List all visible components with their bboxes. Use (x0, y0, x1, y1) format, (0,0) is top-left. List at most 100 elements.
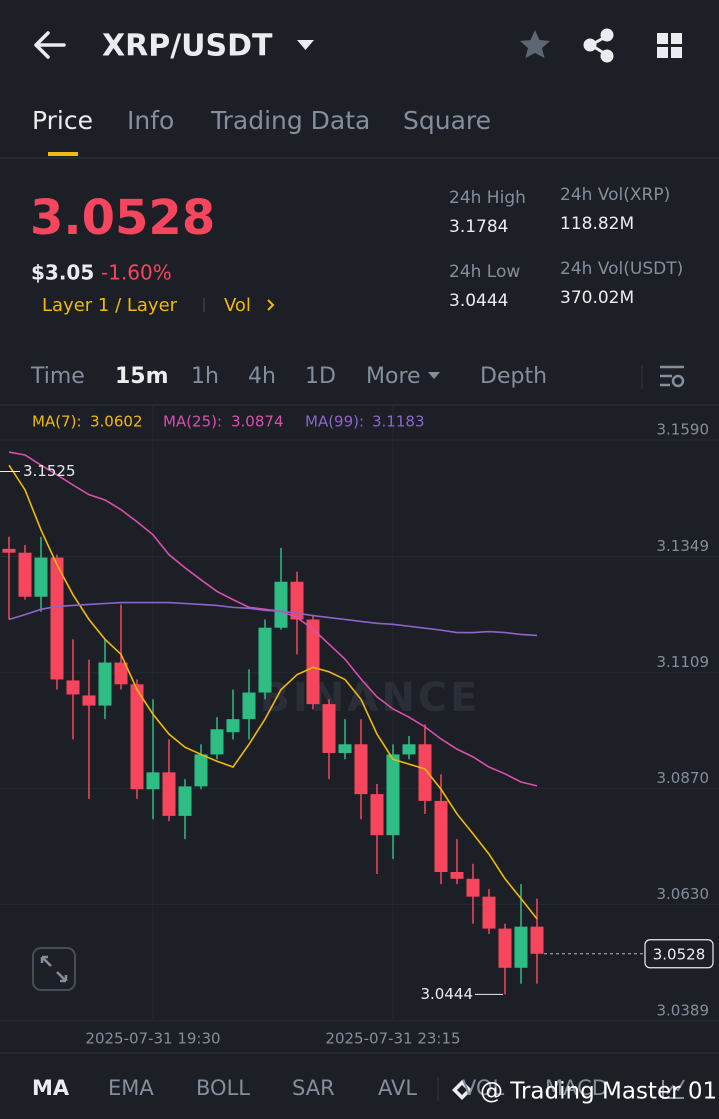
last-price: 3.0528 (30, 190, 215, 246)
tab[interactable]: Trading Data (210, 106, 370, 135)
candle-body (114, 662, 128, 685)
indicator-settings-icon[interactable] (662, 1079, 685, 1099)
candle-body (2, 548, 16, 553)
tab[interactable]: Price (32, 106, 93, 135)
legend-value: 3.1183 (372, 413, 425, 431)
candle-body (514, 926, 528, 968)
share-dot (600, 49, 614, 63)
grid-menu-icon[interactable] (657, 33, 682, 58)
vol-link[interactable]: Vol (224, 295, 251, 316)
interval[interactable]: 4h (248, 364, 276, 389)
high-label: 3.1525 (23, 462, 76, 480)
chart-settings-icon[interactable] (660, 365, 685, 388)
expand-button[interactable] (32, 947, 76, 991)
back-arrow (34, 31, 66, 59)
interval[interactable]: Depth (480, 364, 547, 389)
share-icon[interactable] (583, 28, 614, 63)
stat-value: 118.82M (560, 214, 634, 234)
interval[interactable]: 1h (191, 364, 219, 389)
indicator[interactable]: MA (32, 1076, 70, 1100)
grid-cell (657, 47, 668, 58)
price-change: -1.60% (101, 261, 172, 285)
candle-body (466, 878, 480, 897)
favorite-icon[interactable] (520, 30, 550, 58)
candle-body (178, 786, 192, 816)
indicator[interactable]: AVL (378, 1076, 417, 1100)
share-dot (583, 38, 597, 52)
y-tick-label: 3.0870 (657, 769, 710, 787)
candle-body (146, 772, 160, 790)
expand-box (32, 947, 76, 991)
legend-label: MA(99): (305, 413, 364, 431)
legend-label: MA(7): (32, 413, 82, 431)
y-tick-label: 3.0630 (657, 885, 710, 903)
stat-label: 24h Vol(XRP) (560, 185, 670, 205)
candle-body (162, 772, 176, 816)
candle-body (258, 627, 272, 693)
more-dropdown[interactable] (428, 372, 440, 379)
legend-label: MA(25): (163, 413, 222, 431)
ma-line (8, 601, 538, 637)
tab[interactable]: Square (403, 106, 491, 135)
stat-value: 370.02M (560, 288, 634, 308)
indicator[interactable]: VOL (462, 1076, 505, 1100)
interval[interactable]: 1D (305, 364, 336, 389)
indicator[interactable]: SAR (292, 1076, 335, 1100)
y-tick-label: 3.1590 (657, 421, 710, 439)
candle-body (18, 552, 32, 597)
usd-price: $3.05 (31, 261, 94, 285)
price-tag-box (644, 939, 714, 969)
grid-cell (671, 33, 682, 44)
pair-title: XRP/USDT (102, 29, 273, 64)
grid-cell (657, 33, 668, 44)
stat-label: 24h Low (449, 262, 520, 282)
stat-label: 24h Vol(USDT) (560, 259, 683, 279)
grid-cell (671, 47, 682, 58)
sector-tag[interactable]: Layer 1 / Layer (42, 295, 178, 316)
ma-line (8, 464, 538, 920)
candle-body (306, 619, 320, 705)
indicator[interactable]: EMA (108, 1076, 154, 1100)
pair-dropdown[interactable] (297, 40, 314, 50)
indicator[interactable]: BOLL (196, 1076, 250, 1100)
stat-value: 3.1784 (449, 217, 508, 237)
y-tick-label: 3.1109 (657, 653, 710, 671)
candle-body (322, 704, 336, 753)
candle-body (290, 581, 304, 620)
icon-gear (671, 374, 685, 388)
legend-value: 3.0874 (231, 413, 284, 431)
tab-underline (48, 152, 78, 156)
x-tick-label: 2025-07-31 23:15 (325, 1030, 460, 1048)
low-label: 3.0444 (421, 985, 474, 1003)
stat-value: 3.0444 (449, 291, 508, 311)
candle-body (418, 744, 432, 801)
candle-body (98, 662, 112, 706)
stat-label: 24h High (449, 188, 526, 208)
candle-body (498, 928, 512, 968)
tab[interactable]: Info (127, 106, 174, 135)
watermark: @ Trading Master 01 (480, 1079, 717, 1105)
y-tick-label: 3.1349 (657, 537, 710, 555)
vol-chevron[interactable] (267, 299, 275, 311)
candle-body (194, 754, 208, 787)
candle-body (338, 744, 352, 753)
candle-body (434, 800, 448, 873)
indicator[interactable]: MACD (545, 1076, 608, 1100)
candle-body (450, 872, 464, 879)
candle-body (402, 744, 416, 755)
interval[interactable]: 15m (115, 364, 169, 389)
price-tag: 3.0528 (653, 945, 706, 963)
candle-body (530, 926, 544, 954)
candle-body (226, 719, 240, 733)
interval[interactable]: More (366, 364, 421, 389)
back-button[interactable] (34, 31, 66, 59)
candle-body (370, 794, 384, 836)
chart-watermark: BINANCE (260, 675, 481, 721)
candle-body (130, 684, 144, 790)
y-tick-label: 3.0389 (657, 1002, 710, 1020)
candle-body (274, 581, 288, 628)
interval[interactable]: Time (30, 364, 85, 389)
